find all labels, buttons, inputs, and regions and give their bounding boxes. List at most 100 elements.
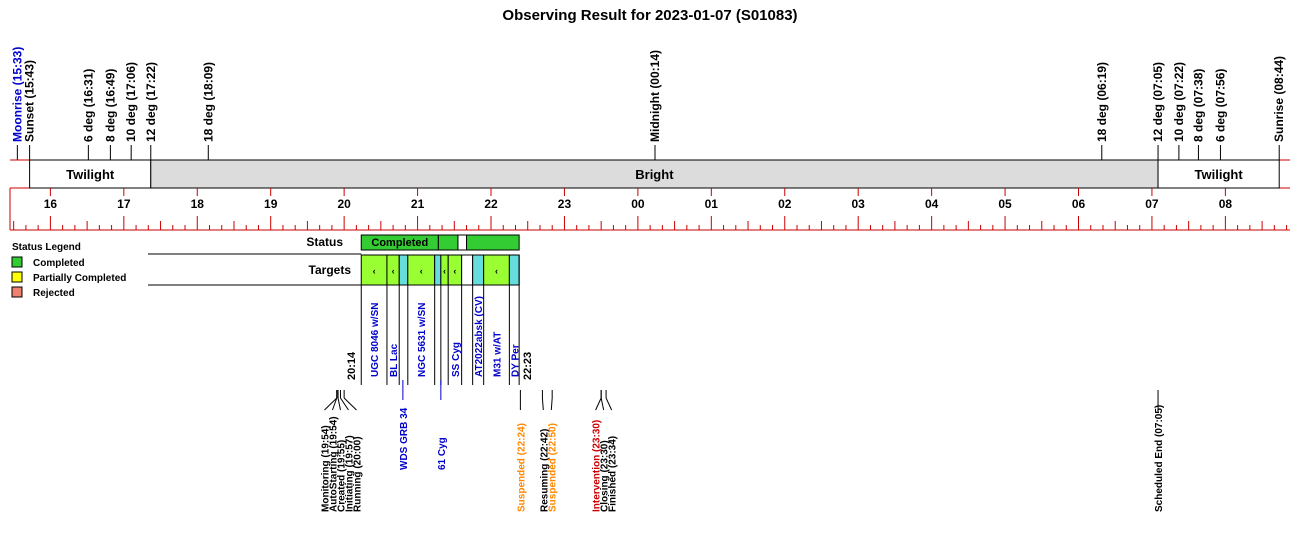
hour-axis: 16 17 18 19 20 21 22 23 00 01 02 03 04 05 06 07 08 (9, 188, 1290, 231)
status-segments: Completed (360, 234, 520, 251)
status-legend: Status Legend Completed Partially Complet… (11, 242, 126, 299)
event-connector (343, 397, 357, 411)
target-label: M31 w/AT (493, 332, 504, 377)
target-block (407, 254, 436, 286)
axis-hour-label: 04 (925, 197, 939, 211)
extra-target-label: WDS GRB 34 (399, 407, 410, 470)
legend-swatch (11, 256, 23, 268)
axis-hour-label: 03 (852, 197, 866, 211)
axis-hour-label: 08 (1219, 197, 1233, 211)
event-connector (324, 397, 338, 411)
target-block (461, 254, 474, 286)
status-segment (437, 234, 459, 251)
twilight-event-label: 18 deg (18:09) (201, 62, 215, 142)
boundary-time-label: 22:23 (522, 352, 534, 380)
target-label: NGC 5631 w/SN (417, 303, 428, 377)
target-label: BL Lac (389, 343, 400, 377)
twilight-event-label: 10 deg (17:06) (124, 62, 138, 142)
event-label: Initiating (19:57) (344, 435, 355, 512)
event-label: Intervention (23:30) (592, 420, 603, 512)
event-connector (337, 397, 341, 411)
event-label: Created (19:55) (336, 440, 347, 512)
target-label: SS Cyg (451, 342, 462, 377)
twilight-event-label: Midnight (00:14) (648, 50, 662, 142)
event-connector (595, 397, 602, 411)
twilight-event-label: 8 deg (16:49) (103, 69, 117, 142)
axis-hour-label: 06 (1072, 197, 1086, 211)
target-block (398, 254, 409, 286)
twilight-event-label: Sunrise (08:44) (1272, 56, 1286, 142)
twilight-event-label: 10 deg (07:22) (1172, 62, 1186, 142)
axis-hour-label: 18 (191, 197, 205, 211)
axis-hour-label: 07 (1145, 197, 1159, 211)
extra-target-label: 61 Cyg (437, 437, 448, 470)
condition-band (29, 159, 152, 189)
condition-band (1157, 159, 1280, 189)
target-progress-mark: ‹ (495, 266, 498, 276)
event-label: Scheduled End (07:05) (1154, 405, 1165, 512)
axis-hour-label: 01 (705, 197, 719, 211)
event-connector (550, 397, 553, 411)
twilight-event-label: Sunset (15:43) (23, 60, 37, 142)
condition-band-label: Bright (635, 167, 674, 182)
axis-hour-label: 02 (778, 197, 792, 211)
legend-item-label: Rejected (33, 288, 75, 299)
event-connector (331, 397, 338, 411)
twilight-event-label: 6 deg (07:56) (1213, 69, 1227, 142)
target-progress-mark: ‹ (420, 266, 423, 276)
target-progress-mark: ‹ (443, 266, 446, 276)
event-label: Suspended (22:24) (516, 423, 527, 512)
target-label: DY Per (510, 344, 521, 377)
event-label: Monitoring (19:54) (320, 425, 331, 512)
target-block (472, 254, 485, 286)
event-label: Running (20:00) (352, 436, 363, 512)
axis-hour-label: 19 (264, 197, 278, 211)
axis-hour-label: 05 (998, 197, 1012, 211)
axis-hour-label: 16 (44, 197, 58, 211)
axis-hour-label: 22 (484, 197, 498, 211)
legend-swatch (11, 286, 23, 298)
event-connector (600, 397, 605, 411)
boundary-time-label: 20:14 (346, 351, 358, 380)
legend-swatch (11, 271, 23, 283)
status-segment (466, 234, 520, 251)
target-label: UGC 8046 w/SN (370, 303, 381, 377)
twilight-event-label: 8 deg (07:38) (1191, 69, 1205, 142)
target-progress-mark: ‹ (453, 266, 456, 276)
axis-hour-label: 21 (411, 197, 425, 211)
chart-title: Observing Result for 2023-01-07 (S01083) (502, 7, 797, 24)
axis-hour-label: 23 (558, 197, 572, 211)
event-label: AutoStarting (19:54) (328, 416, 339, 512)
twilight-event-label: 12 deg (17:22) (144, 62, 158, 142)
event-label: Suspended (22:50) (547, 423, 558, 512)
target-label: AT2022absk (CV) (474, 296, 485, 377)
status-and-target-rows: Status Targets (148, 235, 362, 286)
legend-item-label: Completed (33, 258, 85, 269)
status-segment (457, 234, 468, 251)
twilight-event-label: Moonrise (15:33) (10, 47, 24, 142)
twilight-event-label: 6 deg (16:31) (81, 69, 95, 142)
twilight-event-label: 12 deg (07:05) (1151, 62, 1165, 142)
axis-hour-label: 20 (337, 197, 351, 211)
status-segment-label: Completed (371, 237, 428, 249)
event-connector (605, 397, 613, 411)
sky-condition-bands: Twilight Bright Twilight (10, 159, 1290, 189)
target-blocks: ‹ UGC 8046 w/SN ‹ BL Lac ‹ NGC 5631 w/SN ‹ ‹ SS … (346, 254, 534, 385)
event-label: Resuming (22:42) (539, 429, 550, 512)
condition-band-label: Twilight (1195, 167, 1244, 182)
event-connector (541, 397, 544, 411)
target-block (508, 254, 520, 286)
event-markers: WDS GRB 34 61 Cyg Monitoring (19:54)AutoSt… (320, 380, 1165, 512)
event-label: Finished (23:34) (608, 436, 619, 512)
axis-hour-label: 00 (631, 197, 645, 211)
axis-hour-label: 17 (117, 197, 131, 211)
condition-band-label: Twilight (66, 167, 115, 182)
condition-band (150, 159, 1159, 189)
event-label: Closing (23:30) (600, 440, 611, 512)
status-row-label: Status (306, 235, 343, 249)
twilight-event-label: 18 deg (06:19) (1095, 62, 1109, 142)
target-block (483, 254, 510, 286)
target-progress-mark: ‹ (392, 266, 395, 276)
legend-item-label: Partially Completed (33, 273, 126, 284)
